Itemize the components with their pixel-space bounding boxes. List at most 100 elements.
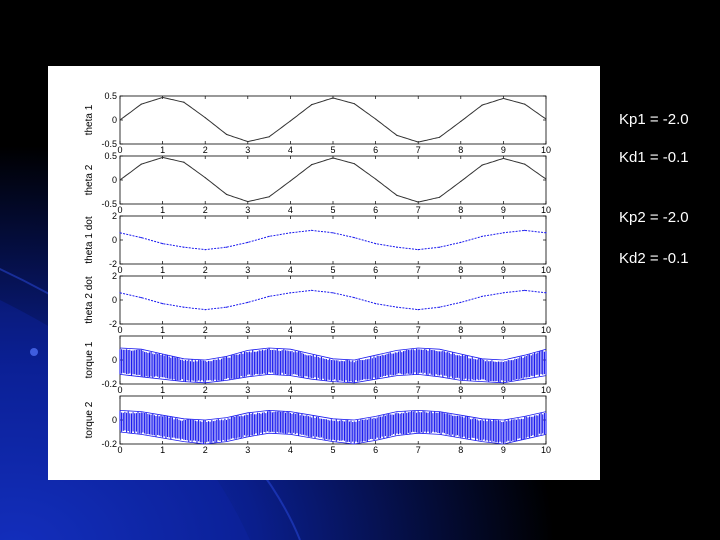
data-point (375, 303, 377, 305)
data-point (396, 134, 398, 136)
x-tick-label: 2 (203, 445, 208, 455)
x-tick-label: 4 (288, 445, 293, 455)
data-point (481, 235, 483, 237)
x-tick-label: 1 (160, 265, 165, 275)
data-point (396, 306, 398, 308)
y-axis-label: theta 2 (84, 164, 95, 195)
data-point (524, 229, 526, 231)
data-point (353, 103, 355, 105)
x-tick-label: 8 (458, 445, 463, 455)
data-point (162, 303, 164, 305)
data-point (438, 246, 441, 248)
data-point (140, 163, 142, 165)
y-tick-label: 0 (112, 115, 117, 125)
y-axis-label: theta 1 (84, 104, 95, 135)
data-point (204, 177, 206, 179)
series-line (119, 229, 547, 251)
x-tick-label: 10 (541, 205, 551, 215)
x-tick-label: 6 (373, 205, 378, 215)
x-tick-label: 10 (541, 385, 551, 395)
x-tick-label: 7 (416, 145, 421, 155)
y-tick-label: 0 (112, 235, 117, 245)
y-tick-label: -0.2 (101, 439, 117, 449)
x-tick-label: 0 (117, 445, 122, 455)
data-point (140, 297, 142, 299)
x-tick-label: 2 (203, 145, 208, 155)
data-point (311, 164, 313, 166)
data-point (460, 180, 462, 183)
data-point (225, 193, 228, 195)
x-tick-label: 5 (330, 445, 335, 455)
y-tick-label: 0 (112, 295, 117, 305)
x-tick-label: 4 (288, 145, 293, 155)
x-tick-label: 3 (245, 445, 250, 455)
series-band (119, 348, 547, 383)
series-line (119, 156, 547, 203)
x-tick-label: 9 (501, 385, 506, 395)
data-point (268, 136, 270, 138)
x-tick-label: 5 (330, 145, 335, 155)
data-point (438, 196, 441, 198)
data-point (183, 306, 185, 308)
x-tick-label: 1 (160, 325, 165, 335)
x-tick-label: 8 (458, 385, 463, 395)
data-point (119, 232, 121, 234)
data-point (545, 232, 547, 234)
data-point (311, 104, 313, 106)
axes-frame (119, 155, 547, 205)
data-point (438, 136, 441, 138)
data-point (481, 164, 483, 166)
y-tick-label: 0.5 (104, 91, 117, 101)
data-point (460, 301, 462, 303)
x-tick-label: 6 (373, 385, 378, 395)
data-point (353, 297, 355, 299)
series-line (119, 289, 547, 311)
data-point (162, 96, 164, 99)
data-point (460, 241, 462, 243)
x-tick-label: 8 (458, 205, 463, 215)
data-point (140, 237, 142, 239)
kp1-label: Kp1 = -2.0 (619, 111, 689, 128)
x-tick-label: 5 (330, 385, 335, 395)
x-tick-label: 7 (416, 265, 421, 275)
x-tick-label: 0 (117, 325, 122, 335)
x-tick-label: 9 (501, 145, 506, 155)
data-point (289, 120, 291, 122)
data-point (140, 103, 142, 105)
y-tick-label: 0 (112, 355, 117, 365)
data-point (289, 180, 291, 182)
x-tick-label: 3 (245, 385, 250, 395)
x-tick-label: 2 (203, 325, 208, 335)
x-tick-label: 4 (288, 385, 293, 395)
x-tick-label: 2 (203, 205, 208, 215)
series-band (119, 410, 547, 444)
y-tick-label: 0 (112, 415, 117, 425)
data-point (524, 103, 526, 105)
x-tick-label: 10 (541, 445, 551, 455)
data-point (502, 232, 504, 234)
x-tick-label: 3 (245, 145, 250, 155)
data-point (289, 232, 291, 234)
y-axis-label: theta 1 dot (84, 216, 95, 263)
x-tick-label: 6 (373, 145, 378, 155)
data-point (268, 295, 270, 297)
data-point (119, 119, 121, 121)
x-tick-label: 6 (373, 445, 378, 455)
x-tick-label: 7 (416, 385, 421, 395)
data-point (332, 97, 334, 99)
y-tick-label: -0.5 (101, 139, 117, 149)
data-point (204, 249, 206, 251)
x-tick-label: 9 (501, 205, 506, 215)
data-point (375, 178, 377, 180)
data-point (545, 178, 547, 180)
x-tick-label: 2 (203, 265, 208, 275)
data-point (502, 97, 504, 99)
data-point (545, 292, 547, 294)
axes-frame (119, 275, 547, 325)
data-point (375, 118, 377, 120)
x-tick-label: 9 (501, 265, 506, 275)
data-point (204, 309, 206, 311)
